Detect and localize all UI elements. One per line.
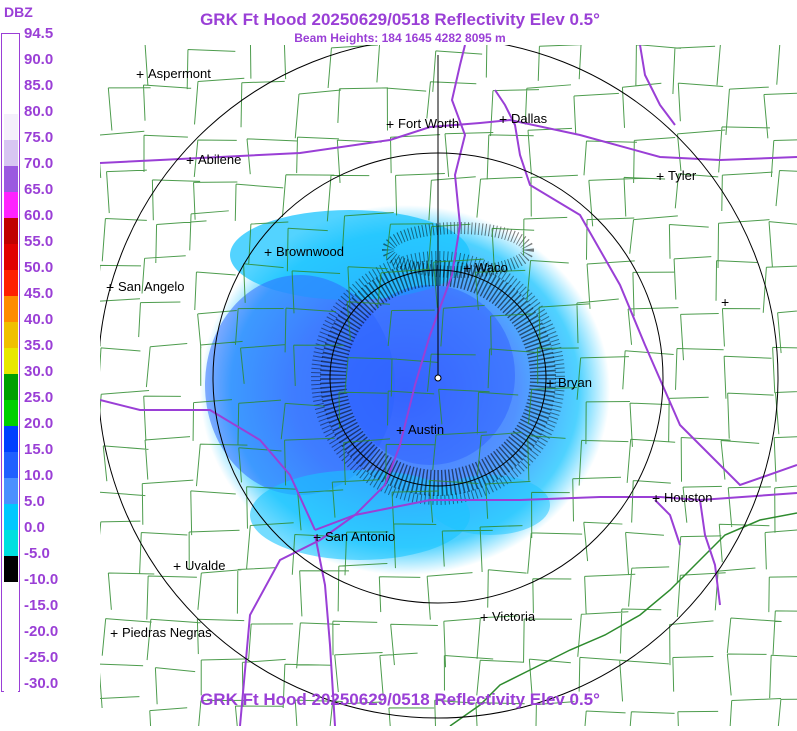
city-label: San Angelo: [118, 279, 185, 294]
city-marker: +: [110, 625, 119, 641]
radar-map-canvas: [100, 45, 797, 726]
legend-swatch: [4, 478, 18, 504]
legend-label: 40.0: [24, 311, 54, 328]
legend-swatch: [4, 530, 18, 556]
legend-swatch: [4, 504, 18, 530]
legend-swatch: [4, 322, 18, 348]
legend-label: -25.0: [24, 649, 59, 666]
city-label: Waco: [475, 260, 508, 275]
legend-label: -30.0: [24, 675, 59, 692]
legend-swatch: [4, 218, 18, 244]
legend-swatch: [4, 140, 18, 166]
legend-swatch: [4, 296, 18, 322]
city-label: Bryan: [558, 375, 592, 390]
legend-label: -10.0: [24, 571, 59, 588]
legend-swatch: [4, 270, 18, 296]
city-label: Austin: [408, 422, 445, 437]
legend-label: 0.0: [24, 519, 45, 536]
legend-swatch: [4, 686, 18, 712]
city-marker: +: [313, 529, 322, 545]
legend-swatch: [4, 582, 18, 608]
city-label: Abilene: [198, 152, 242, 167]
legend-swatch: [4, 660, 18, 686]
legend-swatch: [4, 556, 18, 582]
legend-swatch: [4, 192, 18, 218]
city-label: Brownwood: [276, 244, 344, 259]
city-label: Aspermont: [148, 66, 211, 81]
radar-map[interactable]: + Aspermont + Fort Worth + Dallas + Abilene + Tyl…: [100, 45, 797, 726]
legend-label: -20.0: [24, 623, 59, 640]
legend-swatch: [4, 400, 18, 426]
map-title: GRK Ft Hood 20250629/0518 Reflectivity E…: [200, 10, 600, 29]
legend-label: 70.0: [24, 155, 54, 172]
legend-label: 15.0: [24, 441, 54, 458]
city-label: Uvalde: [185, 558, 226, 573]
city-marker: +: [173, 558, 182, 574]
legend-swatch: [4, 374, 18, 400]
city-label: Tyler: [668, 168, 697, 183]
city-marker: +: [396, 422, 405, 438]
dbz-color-scale: [1, 33, 20, 712]
legend-label: 45.0: [24, 285, 54, 302]
city-marker: +: [106, 279, 115, 295]
city-marker: +: [386, 116, 395, 132]
legend-label: -5.0: [24, 545, 50, 562]
city-marker: +: [721, 294, 730, 310]
legend-label: 55.0: [24, 233, 54, 250]
city-marker: +: [652, 490, 661, 506]
city-label: Fort Worth: [398, 116, 460, 131]
legend-label: 5.0: [24, 493, 45, 510]
city-marker: +: [480, 609, 489, 625]
legend-label: 60.0: [24, 207, 54, 224]
legend-swatch: [4, 62, 18, 88]
city-label: Houston: [664, 490, 713, 505]
city-marker: +: [136, 66, 145, 82]
radar-site-marker: [434, 374, 442, 382]
legend-swatch: [4, 166, 18, 192]
legend-swatch: [4, 88, 18, 114]
legend-label: 10.0: [24, 467, 54, 484]
city-marker: +: [463, 260, 472, 276]
legend-swatch: [4, 244, 18, 270]
city-marker: +: [499, 111, 508, 127]
legend-swatch: [4, 426, 18, 452]
legend-label: 65.0: [24, 181, 54, 198]
legend-label: -15.0: [24, 597, 59, 614]
city-label: Piedras Negras: [122, 625, 212, 640]
legend-label: 20.0: [24, 415, 54, 432]
legend-swatch: [4, 634, 18, 660]
radar-range-rings: [100, 45, 779, 719]
legend-swatch: [4, 348, 18, 374]
legend-unit-label: DBZ: [4, 4, 33, 20]
beam-heights-subtitle: Beam Heights: 184 1645 4282 8095 m: [294, 31, 506, 45]
legend-label: 30.0: [24, 363, 54, 380]
city-marker: +: [656, 168, 665, 184]
map-footer-title: GRK Ft Hood 20250629/0518 Reflectivity E…: [200, 690, 600, 709]
city-label: Victoria: [492, 609, 536, 624]
legend-label: 75.0: [24, 129, 54, 146]
city-label: Dallas: [511, 111, 548, 126]
county-boundaries: [100, 45, 797, 726]
legend-label: 90.0: [24, 51, 54, 68]
legend-label: 35.0: [24, 337, 54, 354]
legend-label: 94.5: [24, 25, 54, 42]
interstate-highways: [100, 45, 797, 726]
legend-swatch: [4, 452, 18, 478]
legend-swatch: [4, 36, 18, 62]
city-label: San Antonio: [325, 529, 396, 544]
legend-swatch: [4, 608, 18, 634]
legend-label: 50.0: [24, 259, 54, 276]
city-marker: +: [186, 152, 195, 168]
legend-label: 25.0: [24, 389, 54, 406]
gulf-coastline: [449, 512, 797, 726]
legend-swatch: [4, 114, 18, 140]
city-marker: +: [546, 375, 555, 391]
legend-label: 80.0: [24, 103, 54, 120]
legend-label: 85.0: [24, 77, 54, 94]
city-marker: +: [264, 244, 273, 260]
